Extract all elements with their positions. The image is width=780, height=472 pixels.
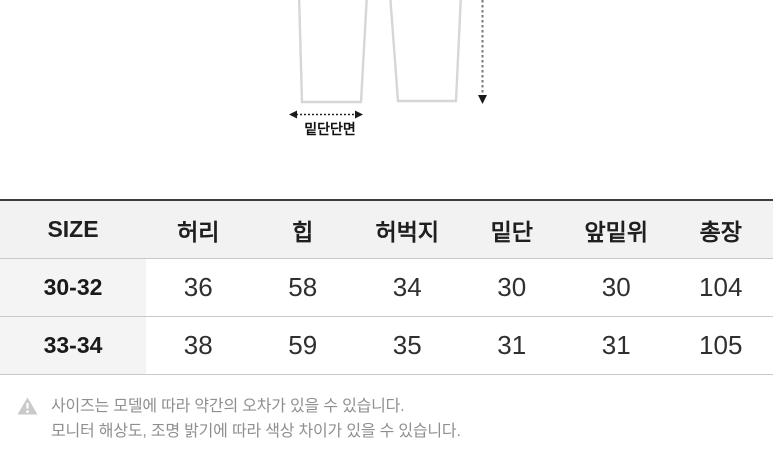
column-header-hip: 힙 xyxy=(250,200,355,259)
hem-width-arrowhead-left xyxy=(289,110,297,119)
size-notes: 사이즈는 모델에 따라 약간의 오차가 있을 수 있습니다. 모니터 해상도, … xyxy=(17,394,461,444)
waist-cell: 38 xyxy=(146,316,251,375)
pants-right-leg xyxy=(389,0,462,103)
column-header-waist: 허리 xyxy=(146,200,251,259)
note-line-2: 모니터 해상도, 조명 밝기에 따라 색상 차이가 있을 수 있습니다. xyxy=(51,423,461,440)
waist-cell: 36 xyxy=(146,258,251,317)
note-line-1: 사이즈는 모델에 따라 약간의 오차가 있을 수 있습니다. xyxy=(51,398,405,415)
size-chart-table: SIZE 허리 힙 허벅지 밑단 앞밑위 총장 30-32 36 58 34 3… xyxy=(0,199,773,375)
hem-width-arrowhead-right xyxy=(355,110,363,119)
hip-cell: 59 xyxy=(250,316,355,375)
size-cell: 30-32 xyxy=(0,258,146,317)
hip-cell: 58 xyxy=(250,258,355,317)
column-header-size: SIZE xyxy=(0,200,146,259)
size-cell: 33-34 xyxy=(0,316,146,375)
hem-cell: 30 xyxy=(459,258,564,317)
column-header-hem: 밑단 xyxy=(459,200,564,259)
table-row-30-32: 30-32 36 58 34 30 30 104 xyxy=(0,258,773,317)
table-header-row: SIZE 허리 힙 허벅지 밑단 앞밑위 총장 xyxy=(0,200,773,259)
warning-triangle-icon xyxy=(17,397,38,415)
total-length-arrowhead xyxy=(478,95,487,104)
length-cell: 104 xyxy=(668,258,773,317)
pants-diagram: 밑단단면 xyxy=(289,0,487,137)
column-header-rise: 앞밑위 xyxy=(564,200,669,259)
rise-cell: 30 xyxy=(564,258,669,317)
column-header-thigh: 허벅지 xyxy=(355,200,460,259)
column-header-length: 총장 xyxy=(668,200,773,259)
length-cell: 105 xyxy=(668,316,773,375)
thigh-cell: 35 xyxy=(355,316,460,375)
hem-cell: 31 xyxy=(459,316,564,375)
hem-label: 밑단단면 xyxy=(304,121,356,137)
pants-left-leg xyxy=(297,0,368,104)
table-row-33-34: 33-34 38 59 35 31 31 105 xyxy=(0,316,773,375)
rise-cell: 31 xyxy=(564,316,669,375)
thigh-cell: 34 xyxy=(355,258,460,317)
